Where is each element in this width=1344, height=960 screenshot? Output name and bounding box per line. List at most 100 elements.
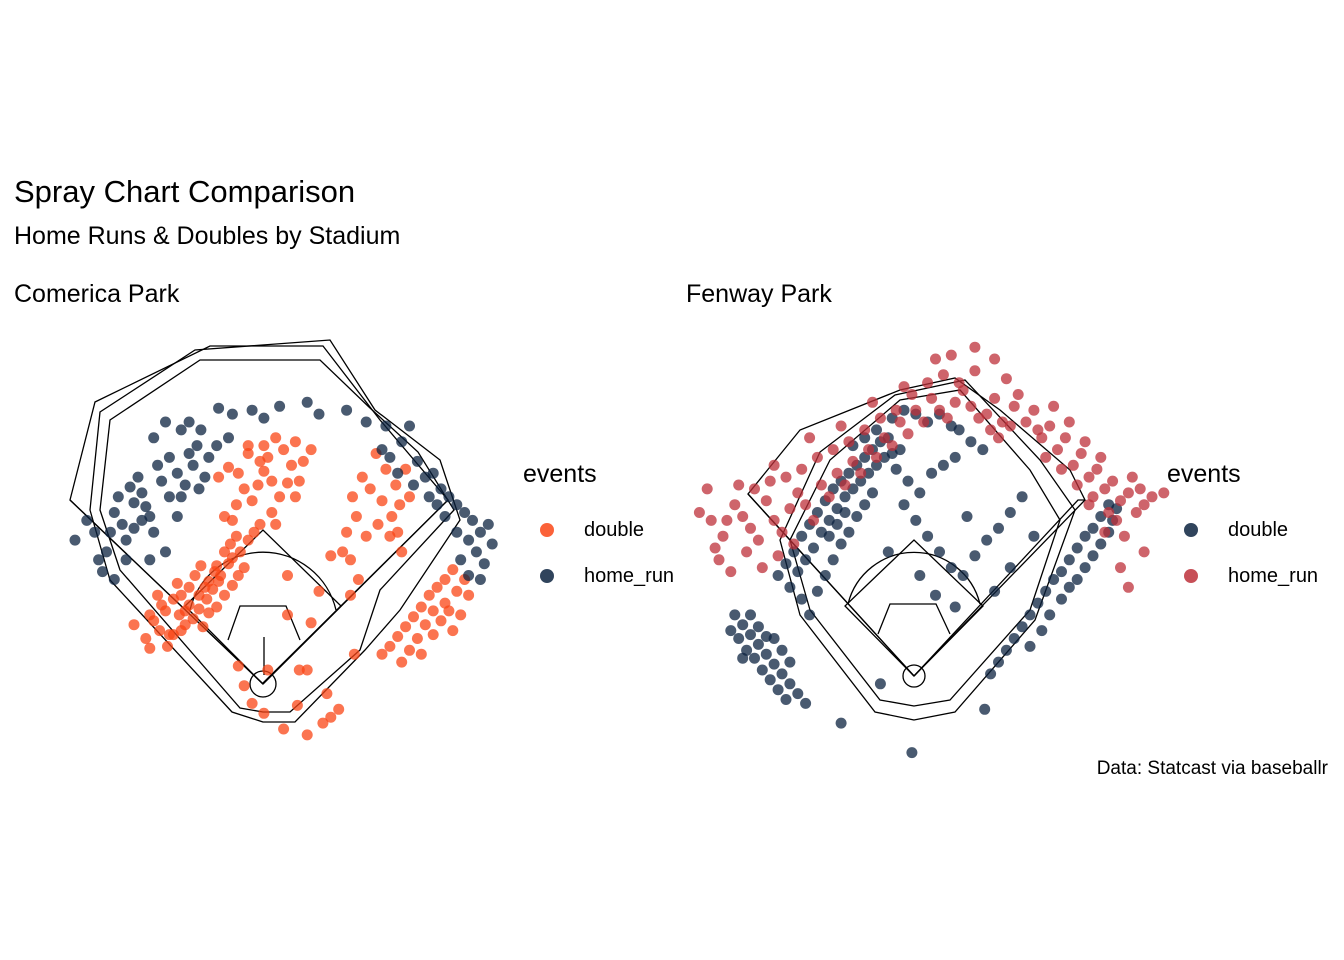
point-home-run	[894, 416, 906, 428]
point-double	[788, 546, 800, 558]
point-double	[1071, 574, 1083, 585]
foul-line-right	[913, 499, 1086, 677]
point-home-run	[211, 440, 223, 452]
point-double	[392, 631, 404, 642]
point-home-run	[780, 471, 792, 483]
point-home-run	[969, 341, 981, 353]
point-double	[341, 526, 353, 538]
point-double	[128, 619, 140, 631]
point-double	[776, 644, 788, 656]
point-home-run	[1032, 424, 1044, 436]
point-home-run	[423, 491, 435, 503]
point-double	[282, 609, 293, 621]
infield-arc	[847, 551, 981, 605]
point-home-run	[792, 487, 804, 499]
point-double	[238, 483, 250, 495]
point-double	[203, 607, 215, 619]
point-double	[776, 668, 788, 680]
point-double	[234, 546, 246, 558]
point-double	[1024, 609, 1036, 621]
point-home-run	[843, 436, 855, 448]
point-home-run	[745, 522, 756, 534]
point-double	[451, 585, 463, 597]
point-home-run	[985, 424, 997, 436]
legend-key-double	[540, 523, 554, 537]
point-double	[232, 570, 244, 581]
point-home-run	[768, 514, 780, 526]
point-double	[835, 717, 847, 729]
foul-line-left	[69, 499, 264, 685]
point-home-run	[941, 412, 953, 424]
point-double	[989, 585, 1001, 597]
point-home-run	[148, 432, 160, 444]
point-home-run	[871, 451, 882, 463]
point-double	[293, 475, 305, 487]
point-double	[415, 601, 427, 613]
point-double	[195, 560, 207, 572]
point-double	[839, 507, 851, 518]
point-double	[175, 589, 187, 601]
point-double	[213, 471, 225, 483]
point-home-run	[246, 404, 258, 416]
point-home-run	[729, 499, 741, 511]
point-double	[898, 499, 910, 511]
legend-comerica: events double home_run	[523, 460, 703, 599]
point-double	[733, 633, 745, 644]
point-home-run	[301, 396, 313, 408]
legend-key-home-run	[540, 569, 554, 583]
point-double	[1056, 566, 1067, 578]
point-home-run	[1115, 495, 1126, 507]
point-home-run	[486, 538, 498, 550]
point-double	[242, 440, 254, 452]
point-home-run	[213, 402, 225, 414]
point-double	[1044, 609, 1056, 621]
point-double	[305, 444, 317, 456]
point-home-run	[733, 479, 745, 491]
point-double	[1095, 538, 1107, 550]
point-double	[819, 570, 831, 581]
point-home-run	[717, 530, 729, 542]
point-double	[443, 605, 455, 617]
point-home-run	[226, 408, 238, 420]
point-double	[246, 697, 258, 709]
point-double	[232, 467, 244, 479]
point-double	[223, 461, 234, 473]
point-home-run	[867, 396, 878, 408]
point-double	[274, 491, 286, 503]
point-double	[258, 707, 270, 719]
point-double	[252, 479, 264, 491]
point-home-run	[709, 542, 721, 554]
point-double	[752, 638, 764, 650]
warning-track	[99, 359, 455, 713]
point-home-run	[144, 554, 156, 566]
point-home-run	[108, 507, 120, 518]
point-home-run	[918, 416, 930, 428]
point-home-run	[427, 467, 439, 479]
point-double	[427, 605, 439, 617]
legend-fenway: events double home_run	[1167, 460, 1344, 599]
point-double	[148, 615, 160, 627]
legend-key-home-run	[1184, 569, 1198, 583]
point-home-run	[274, 400, 286, 412]
point-home-run	[136, 514, 148, 526]
point-double	[772, 684, 784, 696]
point-home-run	[965, 400, 977, 412]
point-home-run	[945, 349, 957, 361]
point-double	[372, 518, 384, 530]
point-double	[435, 615, 447, 627]
point-home-run	[1099, 483, 1111, 495]
point-double	[455, 609, 467, 621]
point-home-run	[737, 511, 749, 522]
point-home-run	[160, 416, 171, 428]
point-double	[859, 432, 871, 444]
point-home-run	[1071, 479, 1083, 491]
point-double	[356, 471, 368, 483]
point-home-run	[1083, 499, 1095, 511]
point-double	[953, 424, 965, 436]
point-double	[1087, 522, 1099, 534]
foul-line-right	[262, 499, 449, 685]
point-double	[258, 440, 270, 452]
point-double	[297, 455, 309, 467]
point-home-run	[455, 554, 467, 566]
point-double	[400, 621, 412, 633]
